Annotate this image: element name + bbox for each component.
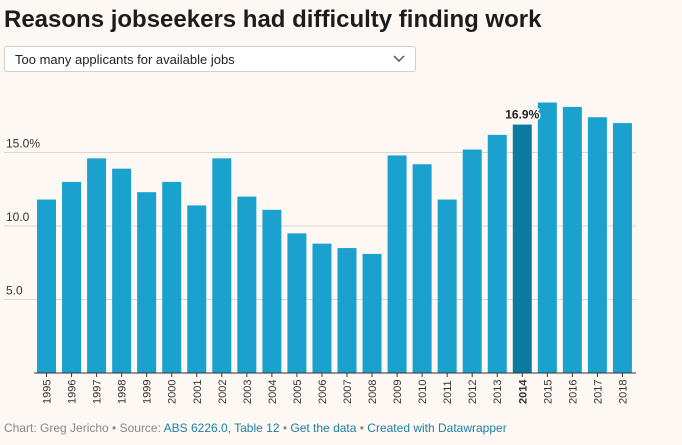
- bar: [487, 134, 507, 373]
- bar: [312, 243, 332, 373]
- bar: [387, 155, 407, 373]
- bars: [37, 102, 632, 374]
- bar: [337, 248, 357, 373]
- y-tick-label: 10.0: [6, 210, 30, 224]
- x-tick-label: 2007: [342, 380, 354, 404]
- x-tick-label: 2014: [517, 379, 529, 404]
- bar: [587, 117, 607, 373]
- x-tick-label: 2003: [242, 380, 254, 404]
- x-tick-label: 2000: [167, 380, 179, 404]
- x-tick-label: 2005: [292, 380, 304, 404]
- x-tick-label: 2006: [317, 380, 329, 404]
- x-tick-label: 2009: [392, 380, 404, 404]
- bar: [187, 205, 207, 373]
- labels: 5.0 10.0 15.0% 1995 1996 1997 1998 1999 2000 2001…: [6, 106, 629, 404]
- footer-separator: •: [279, 421, 291, 435]
- bar: [562, 106, 582, 374]
- footer-source-prefix: • Source:: [108, 421, 164, 435]
- y-tick-label: 5.0: [6, 284, 23, 298]
- source-link[interactable]: ABS 6226.0, Table 12: [163, 421, 280, 435]
- bar: [287, 233, 307, 373]
- bar: [412, 164, 432, 373]
- bar: [37, 199, 57, 373]
- bar: [362, 253, 382, 373]
- get-data-link[interactable]: Get the data: [290, 421, 357, 435]
- bar: [137, 192, 157, 373]
- x-tick-label: 2010: [417, 380, 429, 404]
- x-tick-label: 2011: [442, 380, 454, 404]
- x-tick-label: 2015: [542, 380, 554, 404]
- highlight-bar: [512, 124, 532, 373]
- x-tick-label: 2008: [367, 380, 379, 404]
- x-tick-label: 2016: [567, 380, 579, 404]
- bar: [612, 123, 632, 373]
- bar: [437, 199, 457, 373]
- x-tick-label: 2004: [267, 380, 279, 404]
- datawrapper-link[interactable]: Created with Datawrapper: [367, 421, 507, 435]
- x-tick-label: 1998: [117, 380, 129, 404]
- highlight-data-label: 16.9%: [505, 108, 539, 122]
- bar: [262, 209, 282, 373]
- x-tick-label: 2018: [617, 380, 629, 404]
- bar: [62, 181, 82, 373]
- series-select-dropdown[interactable]: Too many applicants for available jobs: [4, 46, 416, 72]
- chart-footer: Chart: Greg Jericho • Source: ABS 6226.0…: [4, 421, 507, 435]
- x-tick-label: 2001: [192, 380, 204, 404]
- footer-credit: Chart: Greg Jericho: [4, 421, 109, 435]
- bar: [112, 168, 132, 373]
- x-tick-label: 1995: [42, 380, 54, 404]
- chart-title: Reasons jobseekers had difficulty findin…: [4, 6, 542, 33]
- x-tick-label: 1996: [67, 380, 79, 404]
- bar: [162, 181, 182, 373]
- bar: [87, 158, 107, 373]
- bar: [212, 158, 232, 373]
- bar: [462, 149, 482, 373]
- x-tick-label: 2002: [217, 380, 229, 404]
- x-tick-label: 2013: [492, 380, 504, 404]
- x-tick-label: 2017: [592, 380, 604, 404]
- x-tick-label: 1999: [142, 380, 154, 404]
- x-tick-label: 1997: [92, 380, 104, 404]
- bar: [537, 102, 557, 374]
- x-tick-label: 2012: [467, 380, 479, 404]
- bar: [237, 196, 257, 373]
- chevron-down-icon: [393, 55, 405, 63]
- y-tick-label: 15.0%: [6, 137, 40, 151]
- footer-separator: •: [356, 421, 368, 435]
- dropdown-selected-label: Too many applicants for available jobs: [15, 52, 235, 67]
- axes: [34, 372, 636, 377]
